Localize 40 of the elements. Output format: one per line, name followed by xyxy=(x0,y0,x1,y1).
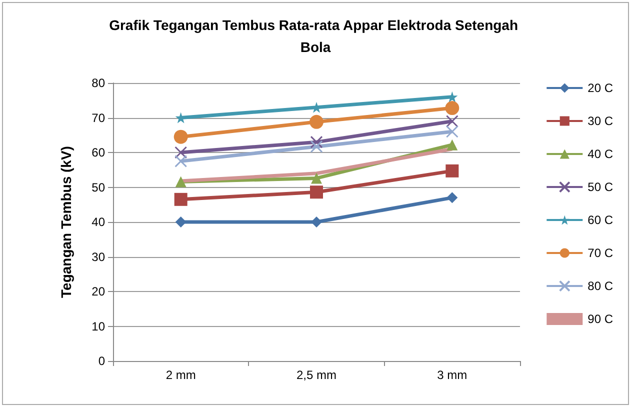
point xyxy=(310,140,323,153)
point xyxy=(446,192,458,204)
legend-label: 30 C xyxy=(588,114,614,128)
point xyxy=(310,136,323,148)
x-tick-label: 3 mm xyxy=(437,368,468,382)
point xyxy=(311,216,322,228)
y-tick-label: 80 xyxy=(92,76,106,90)
point xyxy=(174,130,188,144)
legend-label: 20 C xyxy=(588,81,614,95)
point xyxy=(445,101,460,116)
y-tick-label: 0 xyxy=(98,354,106,368)
point xyxy=(446,125,458,138)
y-tick-label: 60 xyxy=(92,146,106,160)
y-tick-label: 30 xyxy=(92,250,106,264)
legend-label: 60 C xyxy=(588,213,614,227)
legend-label: 70 C xyxy=(588,246,614,260)
legend-label: 50 C xyxy=(588,180,614,194)
legend-label: 40 C xyxy=(588,147,614,161)
y-tick-label: 10 xyxy=(92,319,106,334)
point xyxy=(310,114,324,129)
chart-title: Grafik Tegangan Tembus Rata-rata Appar Elektroda Setengah Bola xyxy=(109,17,522,55)
x-tick-label: 2,5 mm xyxy=(296,368,337,382)
point xyxy=(446,114,458,128)
y-axis-title: Tegangan Tembus (kV) xyxy=(58,146,74,298)
point xyxy=(175,176,186,188)
point xyxy=(174,192,188,206)
y-tick-label: 50 xyxy=(92,180,106,194)
y-tick-label: 20 xyxy=(92,284,106,298)
point xyxy=(311,172,322,184)
point xyxy=(174,154,188,168)
y-tick-label: 40 xyxy=(92,215,106,229)
x-tick-label: 2 mm xyxy=(166,368,196,382)
legend-label: 90 C xyxy=(588,312,614,326)
y-tick-label: 70 xyxy=(92,110,106,125)
point xyxy=(446,164,459,178)
legend-label: 80 C xyxy=(588,279,614,293)
point xyxy=(175,216,186,228)
point xyxy=(174,146,188,159)
point xyxy=(446,139,458,150)
point xyxy=(310,186,323,199)
